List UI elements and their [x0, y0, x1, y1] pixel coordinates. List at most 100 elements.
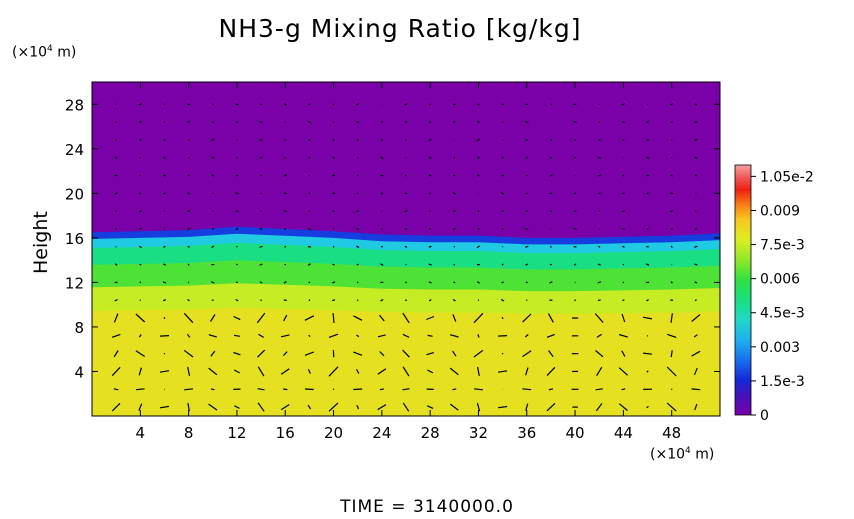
x-tick-label: 32 [469, 424, 488, 442]
wind-arrow [694, 210, 697, 213]
wind-arrow [428, 299, 432, 302]
wind-arrow [477, 174, 480, 177]
wind-arrow [332, 156, 336, 159]
wind-arrow [694, 156, 698, 159]
x-tick-label: 44 [614, 424, 633, 442]
wind-arrow [284, 138, 287, 141]
wind-arrow [453, 281, 456, 284]
wind-arrow [477, 210, 480, 213]
wind-arrow [642, 316, 653, 320]
wind-arrow [452, 210, 456, 212]
wind-arrow [259, 227, 263, 231]
wind-arrow [597, 263, 601, 266]
wind-arrow [138, 334, 142, 338]
wind-arrow [477, 334, 480, 338]
x-axis-unit: (×104 m) [650, 446, 714, 463]
x-unit-base: (×10 [650, 446, 686, 463]
wind-arrow [449, 403, 459, 411]
wind-arrow [328, 333, 339, 338]
wind-arrow [500, 298, 505, 302]
wind-arrow [546, 333, 555, 338]
wind-arrow [162, 263, 167, 266]
wind-arrow [332, 245, 335, 248]
wind-arrow [670, 281, 673, 284]
wind-arrow [283, 281, 287, 284]
wind-arrow [159, 405, 169, 409]
wind-arrow [138, 103, 143, 106]
wind-arrow [379, 388, 384, 391]
wind-arrow [621, 245, 625, 248]
wind-arrow [501, 281, 504, 284]
wind-arrow [208, 334, 217, 338]
wind-arrow [114, 263, 118, 266]
wind-arrow [113, 388, 119, 391]
wind-arrow [428, 156, 432, 159]
wind-arrow [332, 313, 335, 324]
wind-arrow [260, 103, 263, 106]
wind-arrow [428, 263, 432, 266]
wind-arrow [138, 403, 143, 411]
colorbar-tick-label: 1.05e-2 [760, 169, 814, 185]
wind-arrow [186, 227, 191, 231]
y-tick-label: 16 [65, 230, 84, 248]
wind-arrow [259, 263, 263, 266]
wind-arrow [618, 367, 629, 376]
wind-arrow [308, 334, 311, 338]
wind-arrow [574, 156, 577, 159]
wind-arrow [257, 388, 265, 391]
wind-arrow [353, 388, 363, 391]
wind-arrow [597, 156, 601, 159]
wind-arrow [525, 263, 529, 266]
wind-arrow [163, 317, 166, 319]
colorbar-tick-label: 0.006 [760, 272, 800, 288]
wind-arrow [159, 370, 170, 373]
y-tick-label: 4 [74, 363, 84, 381]
wind-arrow [573, 103, 577, 106]
wind-arrow [573, 227, 577, 231]
wind-arrow [235, 210, 239, 213]
wind-arrow [694, 263, 698, 266]
wind-arrow [187, 192, 191, 195]
wind-arrow [426, 315, 435, 321]
wind-arrow [404, 192, 408, 195]
wind-arrow [211, 174, 215, 177]
wind-arrow [573, 192, 577, 195]
wind-arrow [114, 156, 118, 160]
wind-arrow [233, 351, 241, 356]
wind-arrow [402, 333, 410, 338]
wind-arrow [501, 174, 505, 177]
wind-arrow [427, 334, 433, 337]
wind-arrow [426, 405, 434, 409]
wind-arrow [498, 370, 508, 373]
wind-arrow [111, 402, 121, 412]
wind-arrow [694, 121, 698, 124]
wind-arrow [304, 351, 315, 356]
colorbar-tick-label: 4.5e-3 [760, 306, 805, 322]
wind-arrow [331, 281, 336, 284]
wind-arrow [159, 335, 170, 337]
wind-arrow [259, 139, 263, 141]
wind-arrow [283, 174, 287, 177]
wind-arrow [622, 192, 625, 195]
wind-arrow [549, 281, 553, 284]
wind-arrow [308, 156, 311, 159]
wind-arrow [260, 210, 262, 213]
wind-arrow [547, 313, 554, 323]
wind-arrow [501, 139, 504, 141]
wind-arrow [259, 120, 263, 124]
wind-arrow [473, 349, 484, 358]
wind-arrow [235, 281, 238, 284]
wind-arrow [525, 139, 529, 141]
wind-arrow [235, 192, 239, 195]
wind-arrow [259, 281, 263, 284]
wind-arrow [694, 403, 698, 411]
wind-arrow [594, 313, 604, 323]
wind-arrow [162, 156, 167, 159]
wind-arrow [573, 120, 577, 124]
wind-arrow [163, 138, 166, 142]
wind-arrow [211, 281, 215, 284]
wind-arrow [328, 366, 339, 377]
wind-arrow [522, 313, 532, 323]
wind-arrow [280, 368, 290, 375]
wind-arrow [283, 209, 287, 213]
